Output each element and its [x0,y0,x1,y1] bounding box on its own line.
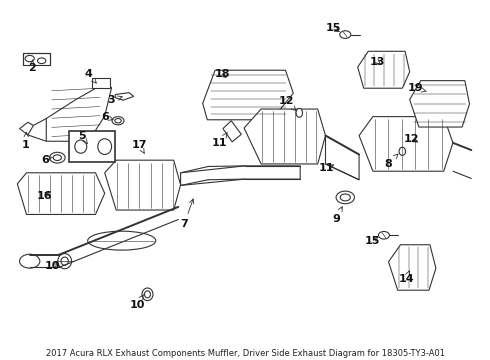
Polygon shape [336,151,352,172]
Polygon shape [105,160,181,210]
Polygon shape [325,136,359,180]
Bar [69,131,115,162]
Text: 5: 5 [78,131,87,144]
Text: 9: 9 [332,207,342,224]
Text: 12: 12 [279,96,296,111]
Circle shape [336,191,354,204]
Text: 10: 10 [45,261,60,271]
Polygon shape [20,122,33,135]
Bar [92,78,110,88]
Text: 10: 10 [129,294,145,310]
Ellipse shape [98,139,112,154]
Polygon shape [115,93,134,100]
Text: 2: 2 [28,60,36,73]
Text: 7: 7 [180,199,194,229]
Ellipse shape [75,140,87,153]
Text: 15: 15 [326,23,341,33]
Ellipse shape [420,139,427,148]
Ellipse shape [142,288,153,301]
Text: 2017 Acura RLX Exhaust Components Muffler, Driver Side Exhaust Diagram for 18305: 2017 Acura RLX Exhaust Components Muffle… [46,349,444,358]
Polygon shape [181,166,300,185]
Text: 17: 17 [131,140,147,153]
Text: 12: 12 [404,134,419,144]
Polygon shape [389,245,436,290]
Text: 18: 18 [214,69,230,79]
Polygon shape [46,85,112,141]
Ellipse shape [399,147,406,156]
Text: 11: 11 [319,163,335,173]
Text: 1: 1 [22,132,30,150]
Polygon shape [17,173,105,215]
Text: 4: 4 [85,69,96,83]
Text: 16: 16 [37,190,53,201]
Text: 19: 19 [407,83,426,93]
Ellipse shape [88,231,156,250]
Ellipse shape [296,108,302,117]
Circle shape [20,254,40,268]
Polygon shape [223,121,241,142]
Text: 6: 6 [41,154,52,165]
Circle shape [378,231,390,239]
Circle shape [49,152,65,163]
Text: 13: 13 [370,57,385,67]
Text: 15: 15 [364,236,380,246]
Ellipse shape [58,253,72,269]
Polygon shape [410,81,469,127]
Circle shape [112,117,124,125]
Polygon shape [359,117,453,171]
Text: 14: 14 [398,271,414,284]
Polygon shape [24,53,49,66]
Polygon shape [358,51,410,88]
Circle shape [340,31,351,39]
Polygon shape [244,109,325,164]
Text: 3: 3 [108,95,122,105]
Text: 11: 11 [212,133,227,148]
Polygon shape [203,70,294,120]
Text: 6: 6 [101,112,113,122]
Text: 8: 8 [385,154,398,169]
